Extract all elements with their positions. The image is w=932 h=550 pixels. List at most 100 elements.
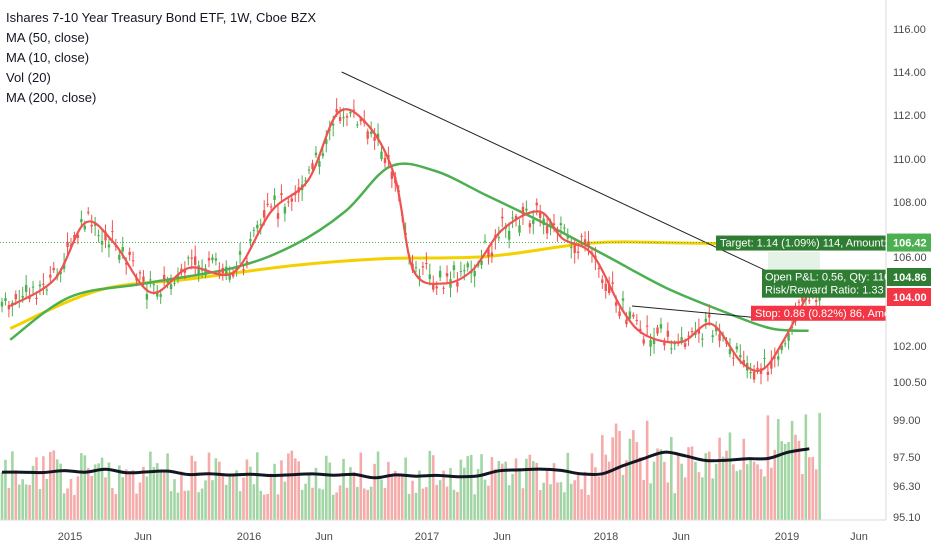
candle-body [80, 219, 83, 223]
volume-bar [214, 458, 218, 520]
candle-body [149, 279, 152, 281]
candle-body [121, 247, 124, 252]
legend-vol[interactable]: Vol (20) [6, 70, 51, 85]
candle-body [31, 286, 35, 288]
chart-title[interactable]: Ishares 7-10 Year Treasury Bond ETF, 1W,… [6, 10, 316, 25]
volume-bar [121, 477, 125, 520]
volume-bar [80, 453, 83, 520]
volume-bar [466, 456, 470, 520]
candle-body [525, 208, 528, 211]
volume-bar [352, 471, 356, 520]
candle-body [687, 335, 690, 337]
candle-body [162, 274, 166, 280]
volume-bar [104, 477, 107, 520]
candle-body [459, 270, 463, 272]
volume-bar [93, 464, 97, 520]
volume-bar [111, 488, 114, 520]
volume-bar [431, 455, 435, 520]
volume-bar [238, 491, 242, 520]
volume-bar [162, 471, 166, 520]
time-axis-label: Jun [134, 531, 152, 543]
legend-ma50[interactable]: MA (50, close) [6, 30, 90, 45]
candle-body [183, 269, 187, 273]
legend-ma10[interactable]: MA (10, close) [6, 50, 90, 65]
volume-bar [17, 484, 21, 520]
volume-bar [580, 489, 583, 520]
candle-body [576, 251, 580, 254]
candle-body [497, 237, 500, 239]
svg-text:Target: 1.14 (1.09%) 114, Amou: Target: 1.14 (1.09%) 114, Amount: 2 [720, 238, 896, 250]
candle-body [480, 260, 483, 265]
volume-bar [380, 479, 383, 520]
volume-bar [359, 452, 363, 520]
candle-body [383, 157, 387, 164]
volume-bar [759, 469, 763, 520]
candle-body [732, 357, 735, 359]
volume-bar [511, 474, 514, 520]
volume-bar [745, 464, 749, 520]
candle-body [359, 118, 362, 122]
volume-bar [735, 471, 739, 520]
time-axis[interactable]: 2015 Jun 2016 Jun 2017 Jun 2018 Jun 2019 Jun [58, 531, 868, 543]
volume-bar [318, 488, 321, 520]
volume-bar [497, 461, 501, 520]
price-tag [887, 268, 931, 286]
volume-bar [356, 486, 359, 520]
candle-body [66, 241, 69, 248]
candle-body [90, 224, 93, 227]
volume-bar [425, 487, 428, 520]
volume-bar [280, 460, 283, 520]
volume-bar [331, 494, 335, 520]
trendline[interactable] [341, 71, 799, 287]
price-axis-label: 102.00 [893, 341, 927, 353]
candle-body [573, 245, 576, 253]
legend-ma200[interactable]: MA (200, close) [6, 90, 97, 105]
volume-bar [418, 470, 421, 520]
candle-body [38, 284, 42, 287]
price-tag [887, 233, 931, 252]
volume-bar [97, 463, 100, 520]
volume-bar [594, 467, 597, 520]
candle-body [231, 273, 235, 277]
volume-bar [739, 469, 742, 520]
volume-bar [276, 494, 280, 520]
price-axis-label: 99.00 [893, 415, 921, 427]
volume-bar [752, 461, 756, 520]
volume-bar [776, 419, 780, 520]
trendlines[interactable] [341, 71, 799, 320]
candle-body [683, 343, 687, 347]
candle-body [739, 355, 742, 358]
volume-bar [149, 451, 152, 520]
volume-bar [642, 479, 645, 520]
volume-bar [390, 476, 394, 520]
volume-bar [549, 484, 552, 520]
volume-bar [349, 467, 352, 520]
volume-bar [235, 470, 238, 520]
volume-bar [618, 430, 621, 520]
candle-body [200, 269, 204, 271]
candle-body [428, 274, 431, 280]
volume-bar [480, 454, 483, 520]
volume-bar [283, 481, 287, 520]
price-axis-label: 112.00 [893, 110, 926, 122]
volume-bar [259, 490, 263, 520]
volume-bar [673, 493, 677, 520]
target-label: Target: 1.14 (1.09%) 114, Amount: 2 [716, 235, 896, 251]
candle-body [228, 274, 231, 280]
volume-bar [290, 450, 294, 520]
price-axis-label: 100.50 [893, 377, 927, 389]
candle-body [514, 215, 518, 220]
candle-body [197, 265, 200, 275]
candle-body [714, 326, 718, 332]
volume-bar [628, 438, 632, 520]
chart-legend: Ishares 7-10 Year Treasury Bond ETF, 1W,… [6, 8, 316, 108]
volume-bar [35, 457, 38, 520]
candle-body [597, 268, 601, 270]
volume-bar [601, 435, 604, 520]
volume-bar [197, 492, 200, 520]
candle-body [287, 201, 290, 203]
candle-body [218, 270, 221, 274]
volume-bar [559, 482, 563, 520]
candle-body [642, 339, 645, 344]
